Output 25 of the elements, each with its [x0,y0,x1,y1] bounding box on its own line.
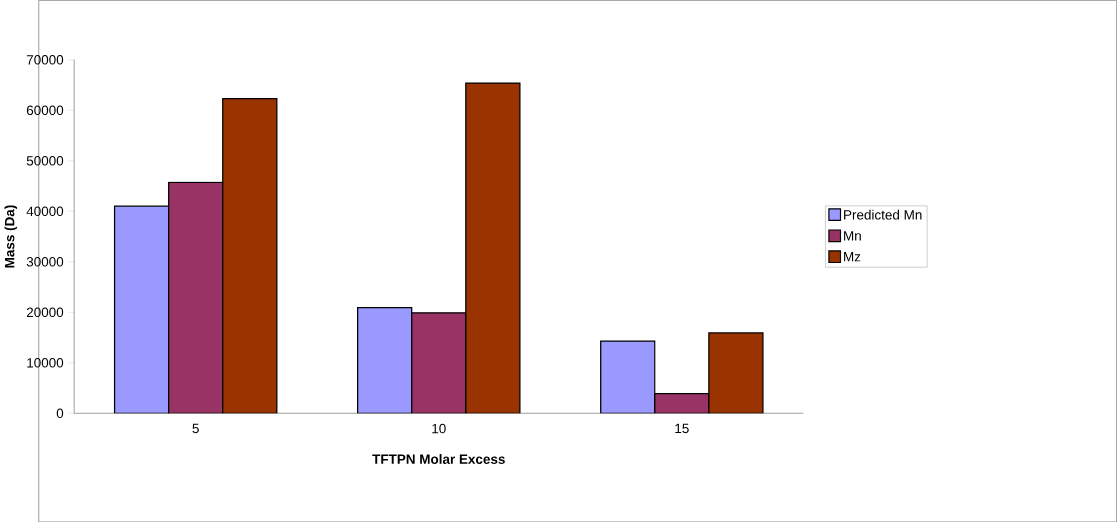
y-axis-title: Mass (Da) [4,205,18,268]
bar [113,205,170,414]
bar [654,392,710,414]
legend-label: Predicted Mn [844,209,922,220]
bar [357,306,413,414]
y-tick-label: 40000 [26,206,64,216]
y-tick-label: 50000 [26,155,64,166]
bar [465,82,521,414]
y-tick-label: 10000 [27,357,64,368]
bar [411,311,467,414]
x-tick-label: 10 [432,423,446,434]
y-tick-label: 70000 [26,54,64,65]
y-tick-label: 20000 [26,307,64,317]
x-axis-title: TFTPN Molar Excess [372,453,505,464]
bar [600,340,656,414]
bar [168,181,224,414]
bar [708,332,764,414]
y-tick-label: 0 [56,408,64,418]
legend-label: Mz [844,251,861,262]
x-tick-label: 15 [675,423,689,433]
legend-label: Mn [844,230,861,241]
y-tick-label: 60000 [26,105,64,115]
x-tick-label: 5 [192,423,199,433]
y-tick-label: 30000 [26,256,64,267]
bar [222,97,278,414]
